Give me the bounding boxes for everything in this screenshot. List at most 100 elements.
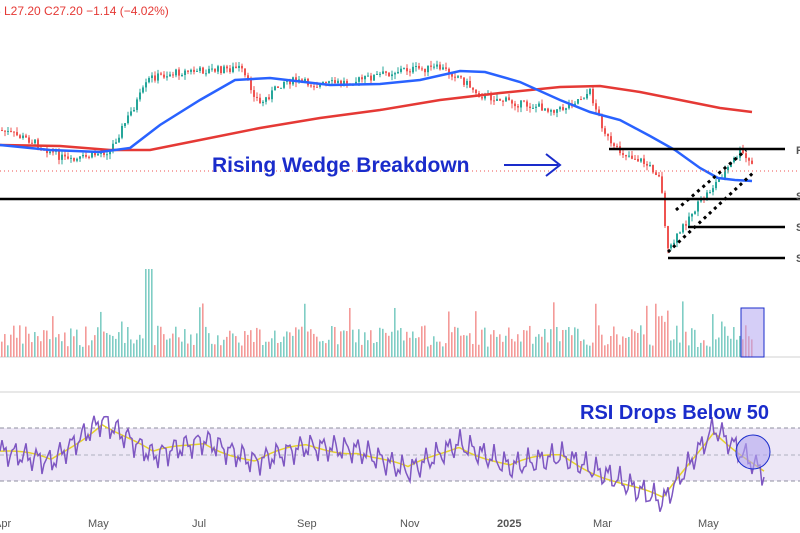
candle-body bbox=[25, 135, 27, 138]
candle-body bbox=[97, 153, 99, 156]
volume-bar bbox=[655, 303, 657, 357]
volume-bar bbox=[382, 328, 384, 357]
candle-body bbox=[301, 79, 303, 82]
candle-body bbox=[166, 76, 168, 78]
candle-body bbox=[241, 65, 243, 69]
candle-body bbox=[274, 86, 276, 91]
candle-body bbox=[637, 158, 639, 162]
volume-bar bbox=[454, 326, 456, 357]
candle-body bbox=[172, 74, 174, 76]
volume-bar bbox=[697, 346, 699, 357]
candle-body bbox=[457, 76, 459, 78]
volume-bars bbox=[1, 269, 753, 357]
candle-body bbox=[199, 67, 201, 71]
volume-bar bbox=[160, 326, 162, 357]
candle-body bbox=[37, 139, 39, 149]
volume-bar bbox=[40, 341, 42, 357]
volume-bar bbox=[430, 344, 432, 357]
candle-body bbox=[253, 90, 255, 97]
volume-bar bbox=[376, 341, 378, 357]
volume-bar bbox=[394, 307, 396, 357]
volume-bar bbox=[361, 344, 363, 357]
volume-bar bbox=[58, 334, 60, 357]
volume-bar bbox=[115, 338, 117, 357]
volume-bar bbox=[229, 330, 231, 357]
wedge-upper-line bbox=[675, 148, 747, 212]
candle-body bbox=[94, 152, 96, 156]
volume-bar bbox=[403, 340, 405, 357]
volume-bar bbox=[553, 302, 555, 357]
candle-body bbox=[421, 68, 423, 70]
candle-body bbox=[667, 226, 669, 249]
candle-body bbox=[499, 98, 501, 101]
candle-body bbox=[271, 90, 273, 100]
candle-body bbox=[403, 68, 405, 70]
volume-bar bbox=[316, 336, 318, 357]
candle-body bbox=[373, 74, 375, 81]
volume-bar bbox=[418, 337, 420, 357]
volume-bar bbox=[466, 335, 468, 357]
volume-bar bbox=[580, 341, 582, 357]
volume-bar bbox=[286, 331, 288, 357]
candle-body bbox=[265, 97, 267, 102]
volume-bar bbox=[583, 339, 585, 357]
candle-body bbox=[670, 244, 672, 249]
volume-bar bbox=[349, 307, 351, 357]
candle-body bbox=[583, 98, 585, 100]
candle-body bbox=[634, 158, 636, 160]
candle-body bbox=[157, 73, 159, 81]
volume-bar bbox=[73, 336, 75, 357]
volume-bar bbox=[13, 325, 15, 357]
volume-bar bbox=[154, 345, 156, 357]
candle-body bbox=[472, 87, 474, 90]
volume-bar bbox=[595, 303, 597, 357]
candle-body bbox=[259, 97, 261, 104]
volume-bar bbox=[448, 311, 450, 357]
volume-bar bbox=[94, 335, 96, 357]
candle-body bbox=[562, 107, 564, 110]
volume-bar bbox=[652, 345, 654, 357]
volume-bar bbox=[490, 334, 492, 357]
candle-body bbox=[526, 101, 528, 107]
volume-bar bbox=[415, 338, 417, 357]
volume-bar bbox=[340, 331, 342, 357]
volume-bar bbox=[232, 333, 234, 357]
volume-bar bbox=[703, 340, 705, 357]
volume-bar bbox=[1, 341, 3, 357]
candle-body bbox=[523, 100, 525, 102]
volume-bar bbox=[712, 314, 714, 357]
candle-body bbox=[706, 192, 708, 200]
volume-bar bbox=[493, 330, 495, 357]
volume-bar bbox=[388, 335, 390, 357]
candle-body bbox=[10, 130, 12, 132]
volume-bar bbox=[370, 330, 372, 357]
volume-bar bbox=[421, 326, 423, 357]
volume-bar bbox=[61, 341, 63, 357]
candle-body bbox=[130, 111, 132, 116]
candle-body bbox=[121, 126, 123, 138]
candle-body bbox=[328, 81, 330, 83]
ma50-line bbox=[0, 69, 753, 183]
right-label-s3: S bbox=[796, 253, 800, 265]
candle-body bbox=[280, 87, 282, 89]
candle-body bbox=[745, 153, 747, 159]
volume-bar bbox=[700, 342, 702, 357]
candle-body bbox=[604, 128, 606, 134]
volume-bar bbox=[352, 329, 354, 357]
candle-body bbox=[73, 157, 75, 161]
candle-body bbox=[169, 74, 171, 77]
volume-bar bbox=[565, 329, 567, 357]
candle-body bbox=[385, 71, 387, 73]
right-label-r: R bbox=[796, 145, 800, 157]
candle-body bbox=[613, 143, 615, 146]
volume-bar bbox=[439, 341, 441, 357]
candle-body bbox=[388, 72, 390, 77]
candle-body bbox=[694, 211, 696, 214]
candle-body bbox=[34, 139, 36, 144]
volume-bar bbox=[562, 329, 564, 357]
candle-body bbox=[673, 242, 675, 245]
candle-body bbox=[577, 99, 579, 104]
volume-bar bbox=[100, 311, 102, 357]
volume-bar bbox=[259, 329, 261, 357]
candle-body bbox=[547, 108, 549, 112]
